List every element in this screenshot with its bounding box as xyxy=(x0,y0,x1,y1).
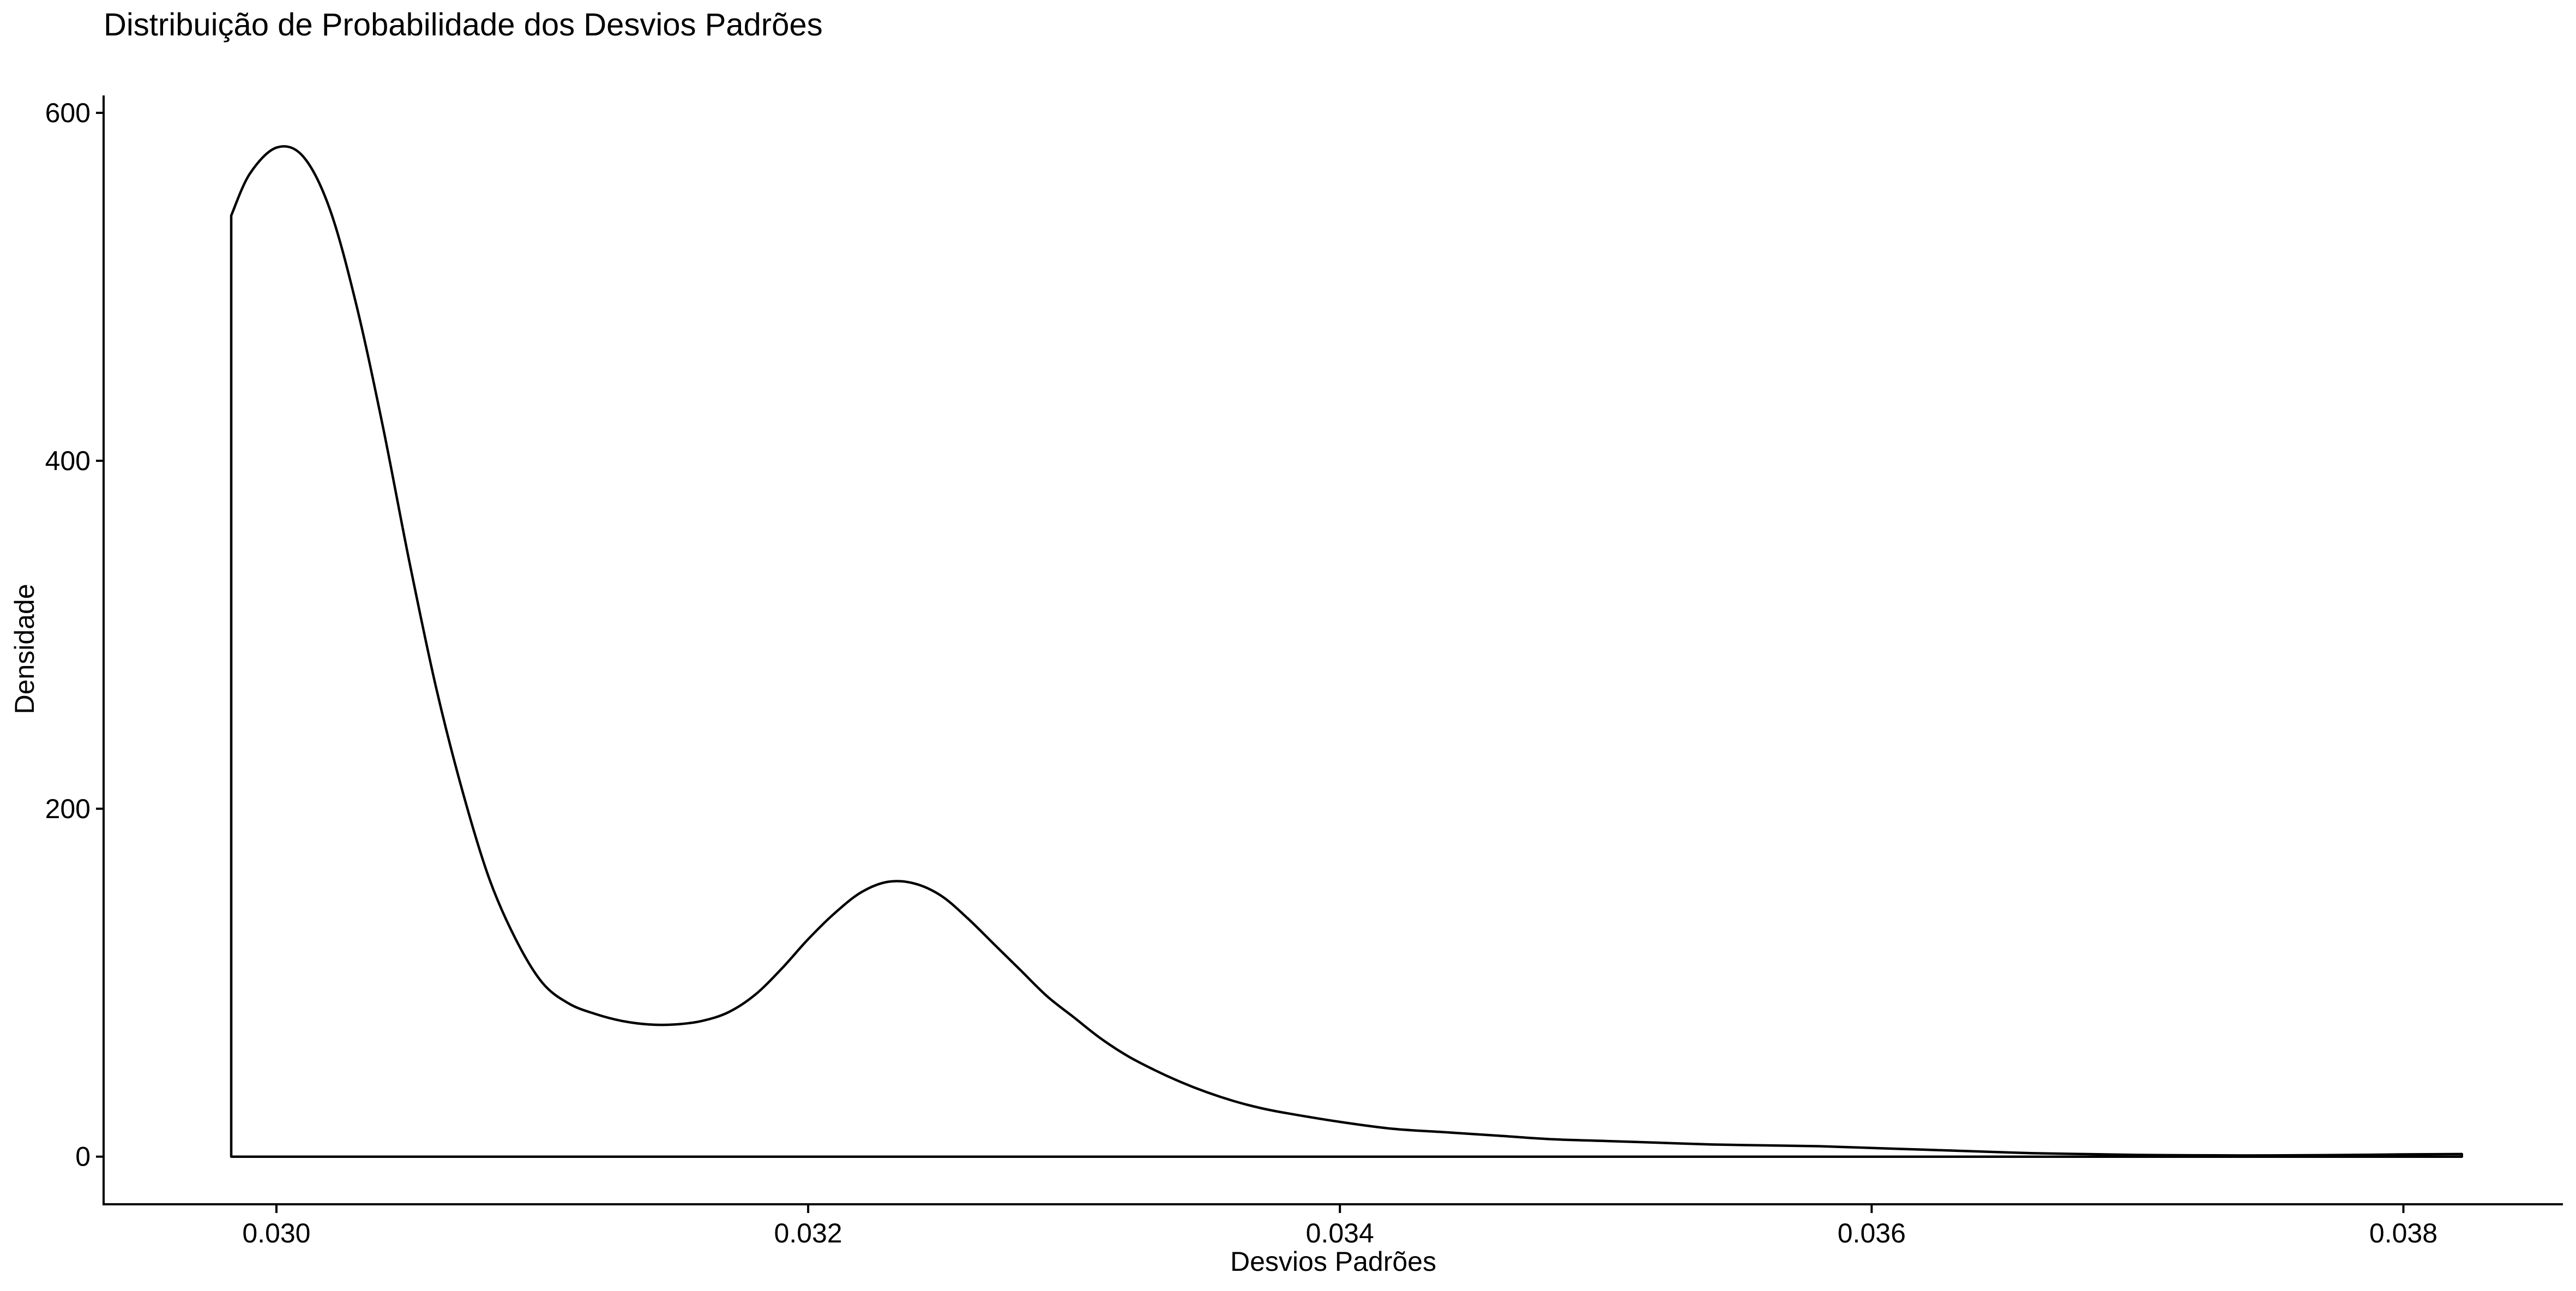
x-axis-title: Desvios Padrões xyxy=(1230,1246,1436,1277)
y-tick-label: 0 xyxy=(75,1142,91,1172)
density-curve xyxy=(230,145,2463,1158)
chart-title: Distribuição de Probabilidade dos Desvio… xyxy=(104,7,823,43)
y-axis-ticks: 0 200 400 600 xyxy=(45,98,104,1172)
x-tick-label: 0.038 xyxy=(2369,1218,2437,1248)
x-tick-label: 0.030 xyxy=(242,1218,310,1248)
x-tick-label: 0.032 xyxy=(774,1218,842,1248)
y-tick-label: 200 xyxy=(45,794,91,824)
y-tick-label: 400 xyxy=(45,446,91,476)
x-tick-label: 0.034 xyxy=(1306,1218,1374,1248)
x-axis-ticks: 0.030 0.032 0.034 0.036 0.038 xyxy=(242,1204,2437,1248)
y-tick-label: 600 xyxy=(45,98,91,128)
x-tick-label: 0.036 xyxy=(1838,1218,1906,1248)
y-axis-title: Densidade xyxy=(9,584,40,714)
